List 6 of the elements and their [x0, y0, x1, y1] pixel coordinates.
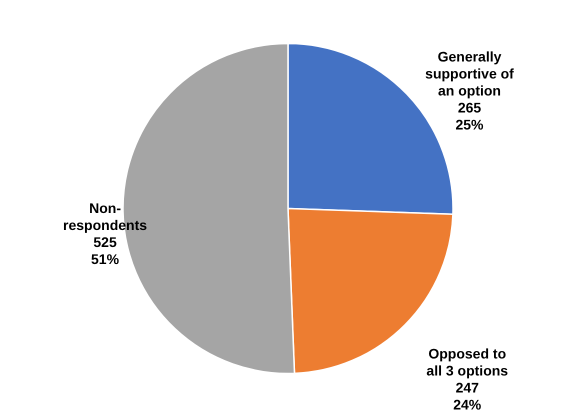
data-label: 247 24% [453, 380, 482, 413]
data-label: 525 51% [91, 234, 120, 268]
slice-label: Generally supportive of an option [425, 48, 514, 99]
slice-label: Opposed to all 3 options [426, 346, 508, 379]
data-label: 265 25% [455, 100, 484, 133]
slice-label: Non-respondents [63, 200, 148, 234]
